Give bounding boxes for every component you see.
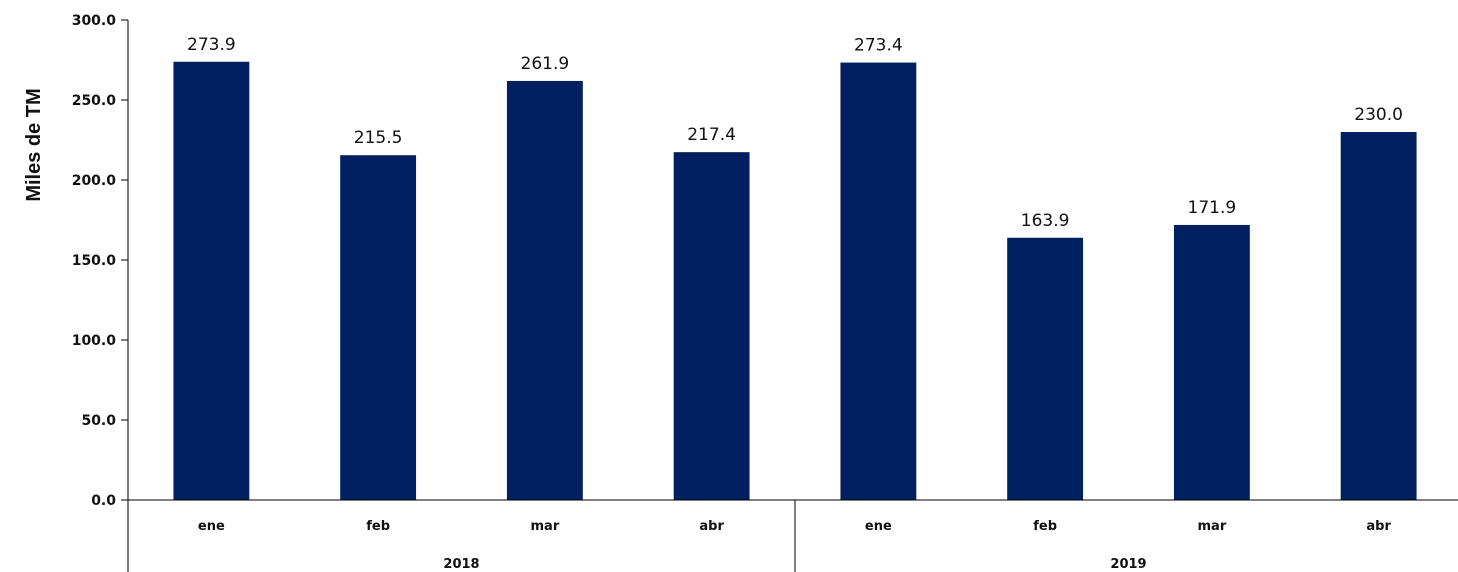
- y-tick-label: 300.0: [72, 13, 117, 29]
- x-group-label: 2019: [1110, 557, 1146, 572]
- data-label: 215.5: [354, 128, 403, 148]
- bar: [1173, 224, 1250, 500]
- data-label: 261.9: [521, 54, 570, 74]
- data-label: 163.9: [1021, 211, 1070, 231]
- x-category-label: feb: [1033, 519, 1057, 534]
- x-group-label: 2018: [443, 557, 479, 572]
- x-category-label: abr: [699, 519, 724, 534]
- data-label: 273.4: [854, 36, 903, 56]
- y-tick-label: 150.0: [72, 253, 117, 269]
- bar: [1340, 132, 1417, 500]
- x-category-label: abr: [1366, 519, 1391, 534]
- bar: [340, 155, 417, 500]
- y-axis-title: Miles de TM: [23, 88, 45, 201]
- y-tick-label: 0.0: [91, 493, 116, 509]
- data-label: 217.4: [687, 125, 736, 145]
- x-category-label: ene: [198, 519, 225, 534]
- x-category-label: feb: [366, 519, 390, 534]
- data-label: 171.9: [1188, 198, 1237, 218]
- data-label: 273.9: [187, 35, 236, 55]
- y-tick-label: 100.0: [72, 333, 117, 349]
- bar: [506, 80, 583, 501]
- y-tick-label: 200.0: [72, 173, 117, 189]
- data-label: 230.0: [1354, 105, 1403, 125]
- x-category-label: mar: [531, 519, 560, 534]
- bar: [1007, 237, 1084, 500]
- bar: [173, 61, 250, 500]
- bar: [840, 62, 917, 501]
- bar: [673, 152, 750, 500]
- y-tick-label: 50.0: [81, 413, 116, 429]
- x-category-label: mar: [1198, 519, 1227, 534]
- y-tick-label: 250.0: [72, 93, 117, 109]
- x-category-label: ene: [865, 519, 892, 534]
